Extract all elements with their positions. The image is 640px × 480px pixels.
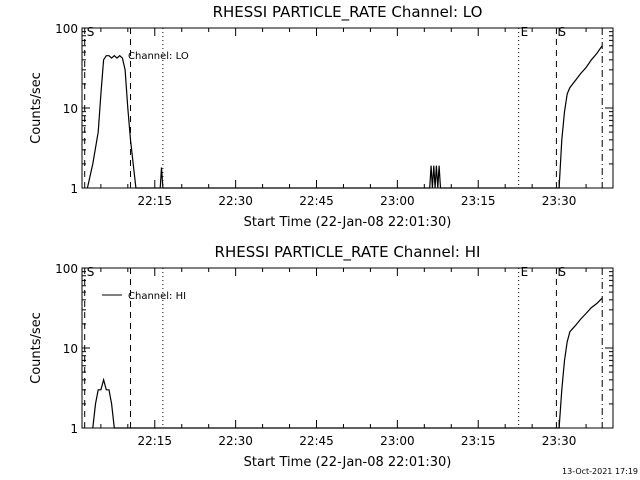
x-tick-label: 23:30	[542, 194, 577, 208]
event-marker-label: S	[87, 25, 95, 39]
legend-label: Channel: LO	[128, 51, 189, 62]
x-tick-label: 23:15	[461, 434, 496, 448]
x-tick-label: 22:30	[218, 434, 253, 448]
x-tick-label: 23:15	[461, 194, 496, 208]
chart-title: RHESSI PARTICLE_RATE Channel: HI	[215, 243, 481, 262]
x-tick-label: 22:30	[218, 194, 253, 208]
y-tick-label: 100	[55, 22, 78, 36]
x-tick-label: 23:00	[380, 194, 415, 208]
footer-timestamp: 13-Oct-2021 17:19	[562, 467, 638, 476]
y-tick-label: 100	[55, 262, 78, 276]
x-tick-label: 22:15	[137, 434, 172, 448]
panel-channel-hi: RHESSI PARTICLE_RATE Channel: HI Start Ti…	[29, 243, 614, 470]
series-line	[86, 45, 603, 189]
x-tick-label: 23:30	[542, 434, 577, 448]
event-marker-label: S	[87, 265, 95, 279]
x-tick-label: 22:15	[137, 194, 172, 208]
x-axis-label: Start Time (22-Jan-08 22:01:30)	[244, 215, 452, 230]
series-line	[92, 297, 603, 429]
y-tick-label: 1	[70, 182, 78, 196]
x-tick-label: 23:00	[380, 434, 415, 448]
x-tick-label: 22:45	[299, 194, 334, 208]
event-marker-label: E	[521, 265, 529, 279]
y-axis-label: Counts/sec	[29, 312, 44, 384]
event-marker-label: E	[521, 25, 529, 39]
event-marker-label: S	[558, 265, 566, 279]
y-tick-label: 1	[70, 422, 78, 436]
y-tick-label: 10	[63, 342, 78, 356]
x-axis-label: Start Time (22-Jan-08 22:01:30)	[244, 455, 452, 470]
y-tick-label: 10	[63, 102, 78, 116]
event-marker-label: S	[558, 25, 566, 39]
chart-title: RHESSI PARTICLE_RATE Channel: LO	[213, 3, 483, 22]
x-tick-label: 22:45	[299, 434, 334, 448]
legend-label: Channel: HI	[128, 291, 186, 302]
y-axis-label: Counts/sec	[29, 72, 44, 144]
panel-channel-lo: RHESSI PARTICLE_RATE Channel: LO Start Ti…	[29, 3, 614, 230]
